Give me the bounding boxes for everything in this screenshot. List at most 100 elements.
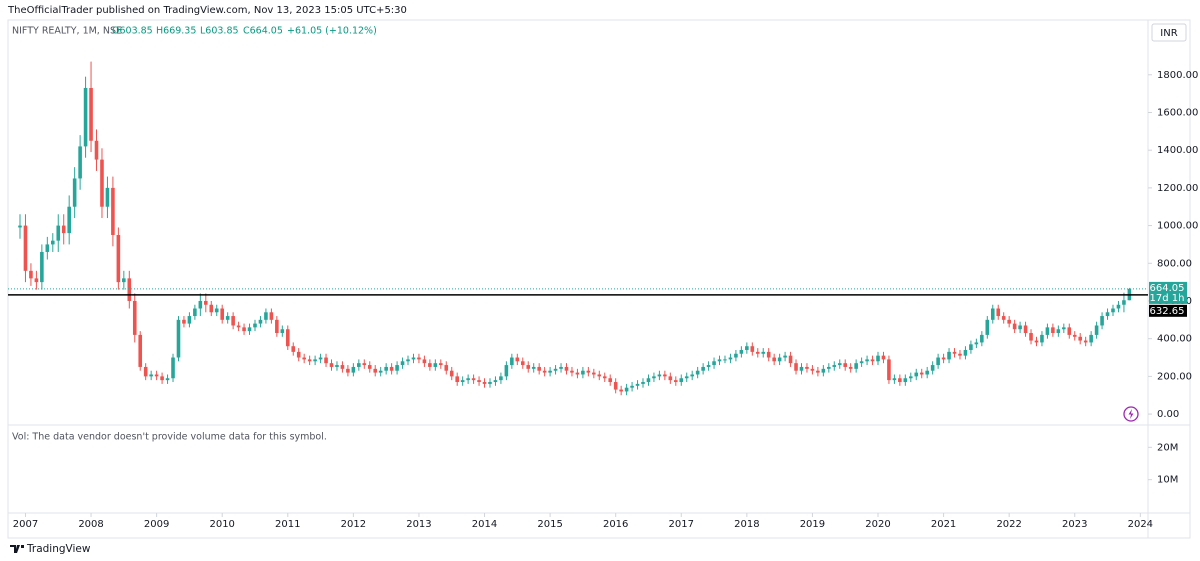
change: +61.05 (+10.12%) xyxy=(287,26,377,37)
candle-body xyxy=(837,363,842,366)
candle-body xyxy=(974,342,979,345)
candle-body xyxy=(389,366,394,371)
candle-body xyxy=(307,359,312,362)
candle-body xyxy=(542,370,547,373)
candle-body xyxy=(1083,340,1088,343)
candle-body xyxy=(400,361,405,366)
currency-box[interactable] xyxy=(1151,23,1187,42)
candle-body xyxy=(269,312,274,320)
candle-body xyxy=(143,366,148,377)
x-tick-label: 2018 xyxy=(734,519,759,530)
candle-body xyxy=(373,368,378,373)
candle-body xyxy=(193,308,197,317)
candle-body xyxy=(564,366,569,371)
candle-body xyxy=(908,376,913,379)
candle-body xyxy=(745,346,749,350)
candle-body xyxy=(258,319,263,324)
candle-body xyxy=(936,357,940,366)
alert-icon[interactable] xyxy=(1123,406,1139,422)
volume-tick-label: 20M xyxy=(1157,442,1178,453)
x-tick-label: 2012 xyxy=(341,519,366,530)
candle-body xyxy=(439,363,443,366)
candle-body xyxy=(444,365,449,371)
candle-body xyxy=(619,389,623,392)
candle-body xyxy=(149,374,153,377)
candle-body xyxy=(701,366,705,371)
candle-body xyxy=(859,361,864,364)
countdown: 17d 1h xyxy=(1150,293,1185,304)
candle-body xyxy=(684,376,689,379)
candle-body xyxy=(602,376,607,379)
candle-body xyxy=(608,378,613,383)
candle-body xyxy=(214,308,219,313)
candle-body xyxy=(1007,319,1011,324)
candle-body xyxy=(952,351,957,354)
candle-body xyxy=(357,363,361,367)
candle-body xyxy=(460,380,465,383)
candle-body xyxy=(29,270,33,279)
candle-body xyxy=(515,357,520,362)
y-tick-label: 1600.00 xyxy=(1157,107,1198,118)
candle-body xyxy=(1072,334,1077,337)
candle-body xyxy=(1067,327,1072,335)
candle-body xyxy=(1089,334,1093,343)
candle-body xyxy=(285,329,290,347)
candle-body xyxy=(641,382,645,384)
candle-body xyxy=(843,363,848,367)
x-tick-label: 2011 xyxy=(275,519,300,530)
y-tick-label: 1000.00 xyxy=(1157,221,1198,232)
x-tick-label: 2014 xyxy=(472,519,497,530)
candle-body xyxy=(122,278,126,283)
candle-body xyxy=(455,376,459,383)
y-tick-label: 0.00 xyxy=(1157,409,1179,420)
candle-body xyxy=(679,378,684,383)
candle-body xyxy=(198,300,203,309)
candle-body xyxy=(553,368,558,371)
candle-body xyxy=(766,351,771,358)
candle-body xyxy=(728,357,733,360)
candle-body xyxy=(1045,327,1050,335)
candle-body xyxy=(783,355,787,358)
candle-body xyxy=(652,376,656,379)
x-tick-label: 2021 xyxy=(931,519,956,530)
candle-body xyxy=(750,346,755,352)
candle-body xyxy=(1018,325,1022,330)
candle-body xyxy=(100,159,104,207)
candle-body xyxy=(165,378,170,381)
x-tick-label: 2016 xyxy=(603,519,628,530)
candle-body xyxy=(559,366,563,369)
plot: 0.00200.00400.00600.00800.001000.001200.… xyxy=(8,61,1198,530)
brand: TradingView xyxy=(26,543,91,555)
candle-body xyxy=(61,225,66,234)
hline-price-box xyxy=(1149,304,1187,317)
candle-body xyxy=(581,370,585,375)
x-tick-label: 2020 xyxy=(865,519,890,530)
candle-body xyxy=(969,344,973,350)
candle-body xyxy=(1116,304,1121,309)
candle-body xyxy=(657,374,662,377)
candle-body xyxy=(810,368,815,371)
candle-body xyxy=(56,225,61,241)
candle-body xyxy=(865,359,869,362)
candle-body xyxy=(340,365,345,369)
volume-tick-label: 10M xyxy=(1157,475,1178,486)
candle-body xyxy=(318,357,323,360)
candle-body xyxy=(67,206,71,234)
ohlc-high: H669.35 xyxy=(156,26,196,37)
candle-body xyxy=(941,357,946,360)
candle-body xyxy=(794,363,798,371)
candle-body xyxy=(1056,329,1061,334)
candle-body xyxy=(72,178,77,207)
candle-body xyxy=(1040,334,1044,343)
candle-body xyxy=(592,372,596,375)
candle-body xyxy=(674,380,678,383)
candle-body xyxy=(406,359,410,362)
candle-body xyxy=(204,300,208,305)
candle-body xyxy=(488,382,492,384)
y-tick-label: 400.00 xyxy=(1157,334,1192,345)
candle-body xyxy=(985,319,990,335)
currency[interactable]: INR xyxy=(1160,28,1177,39)
x-tick-label: 2013 xyxy=(406,519,431,530)
candle-body xyxy=(876,355,880,362)
candle-body xyxy=(132,300,137,335)
